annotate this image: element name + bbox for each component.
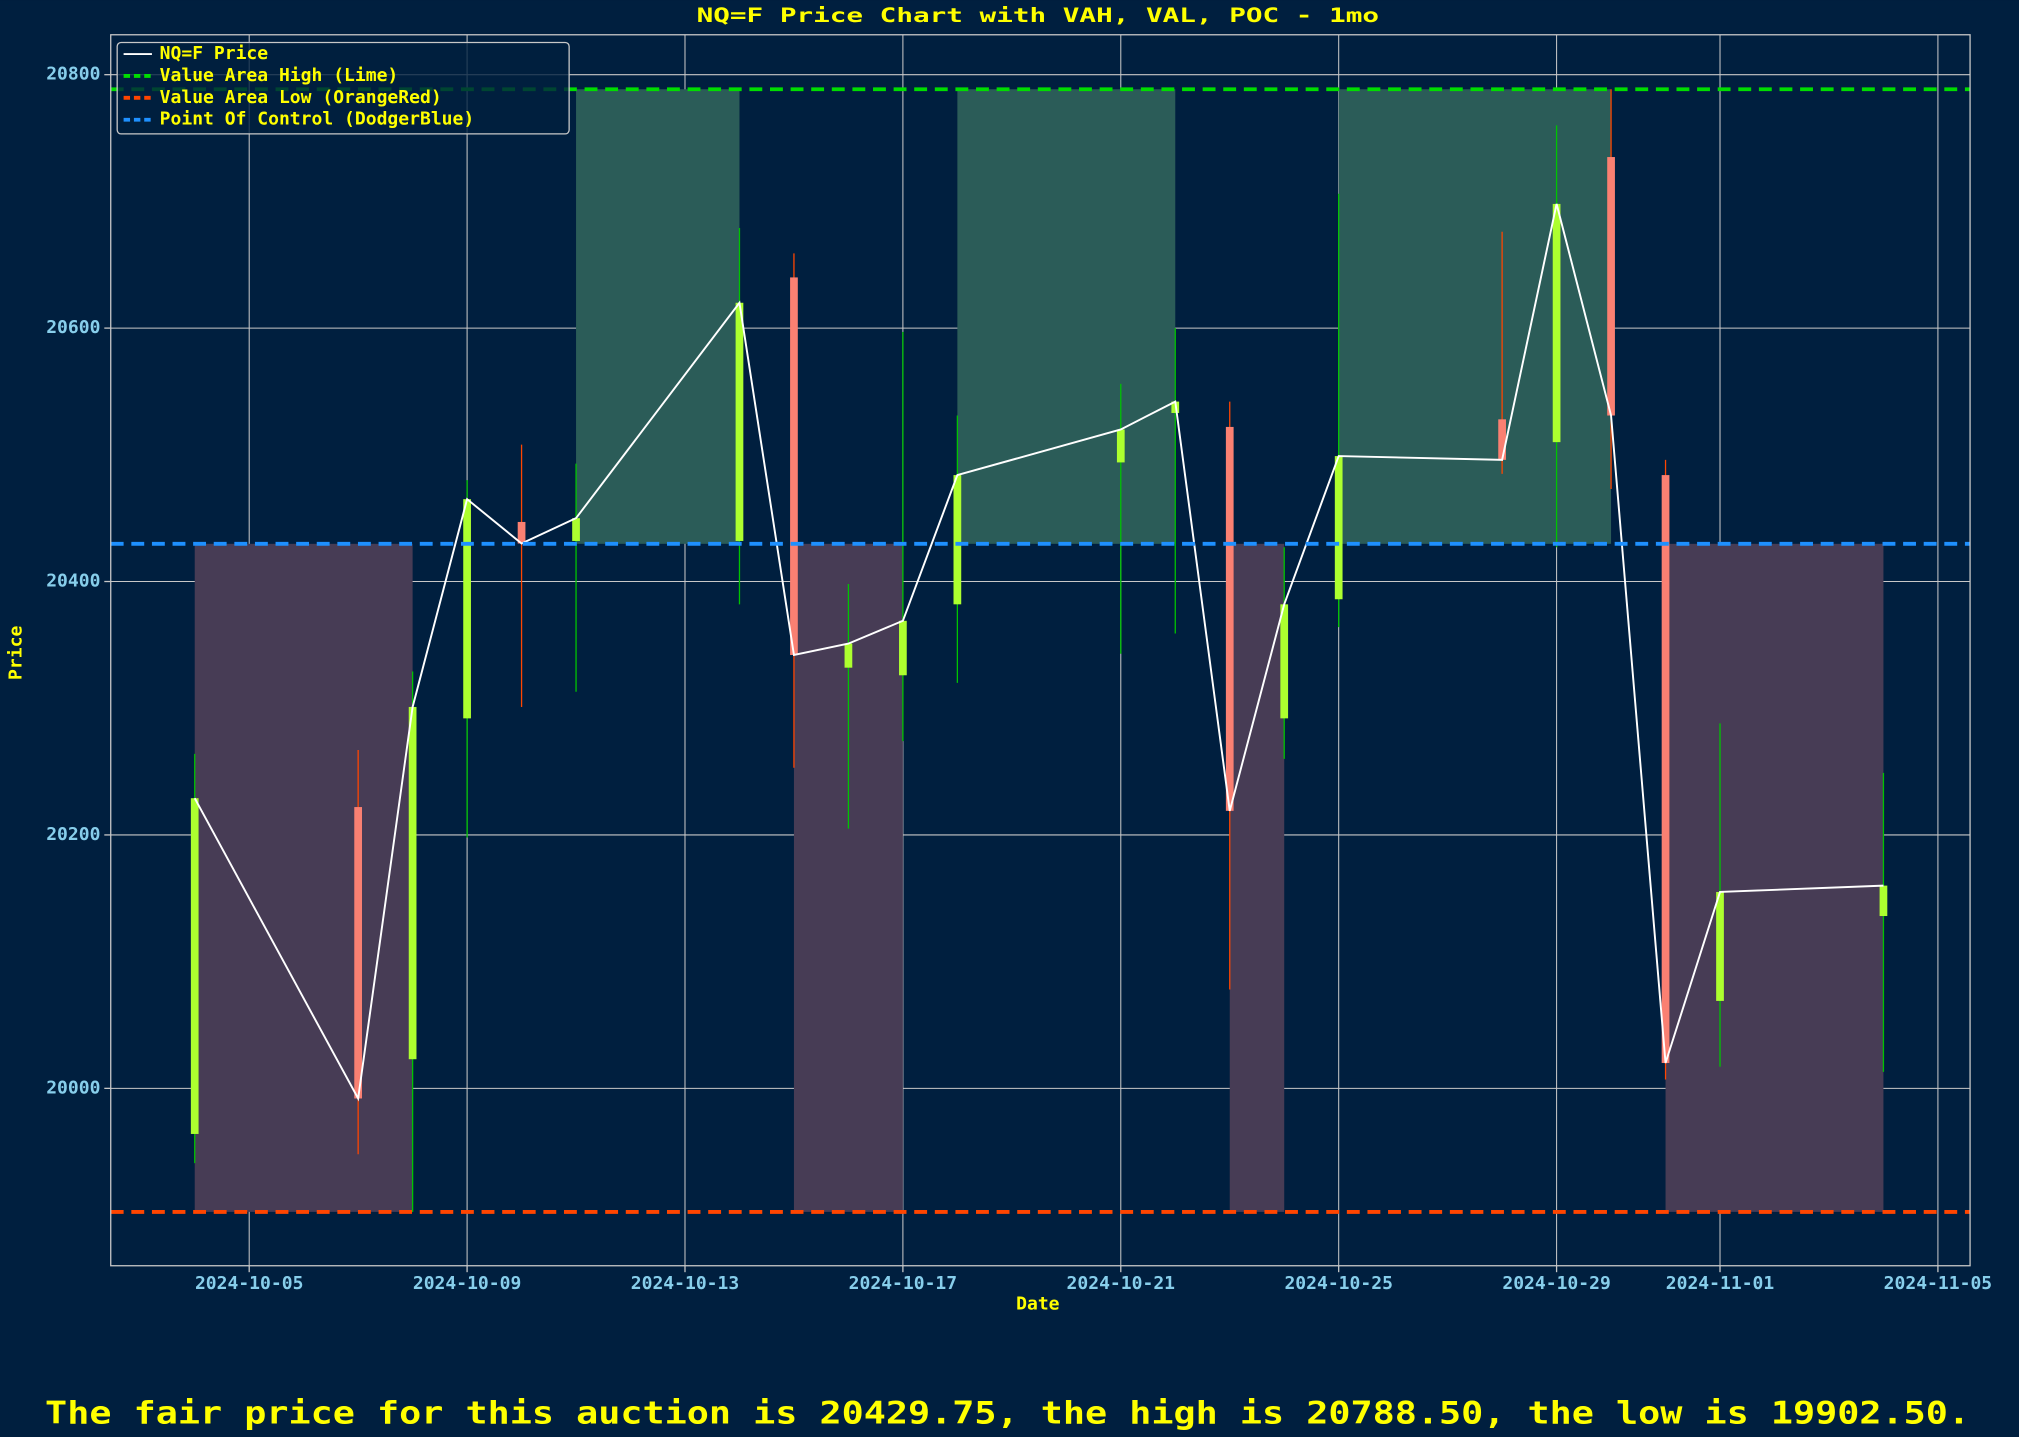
x-tick-label: 2024-10-25 <box>1284 1273 1392 1294</box>
candle-body <box>735 302 744 541</box>
price-line <box>193 203 1884 1102</box>
x-tick-label: 2024-10-09 <box>413 1273 521 1294</box>
legend-label: Point Of Control (DodgerBlue) <box>160 109 475 130</box>
value-area-lower-span <box>1229 543 1285 1212</box>
candle-body <box>463 499 471 719</box>
candle-body <box>190 798 199 1134</box>
candle-body <box>1552 203 1561 443</box>
candle-body <box>517 521 526 544</box>
candle-body <box>408 706 417 1060</box>
x-axis-label: Date <box>1016 1293 1060 1314</box>
chart-title: NQ=F Price Chart with VAH, VAL, POC - 1m… <box>697 4 1379 27</box>
candle-body <box>1225 426 1234 811</box>
value-area-upper-span <box>957 89 1176 544</box>
y-tick-label: 20800 <box>46 64 100 85</box>
x-tick-label: 2024-11-01 <box>1666 1273 1774 1294</box>
x-tick-label: 2024-10-29 <box>1502 1273 1610 1294</box>
candle-body <box>790 277 798 656</box>
plot-frame <box>110 34 1971 1267</box>
y-tick-label: 20600 <box>46 317 100 338</box>
candle-body <box>1879 885 1888 917</box>
y-tick-label: 20200 <box>46 824 100 845</box>
candle-body <box>1334 456 1343 600</box>
x-tick-label: 2024-10-13 <box>631 1273 739 1294</box>
footer-text: The fair price for this auction is 20429… <box>45 1396 1970 1432</box>
legend-label: Value Area Low (OrangeRed) <box>160 87 442 108</box>
x-tick-label: 2024-10-21 <box>1067 1273 1175 1294</box>
legend-box <box>116 41 570 135</box>
x-tick-label: 2024-11-05 <box>1884 1273 1992 1294</box>
candle-body <box>1716 891 1724 1001</box>
candle-body <box>1607 157 1615 416</box>
candle-body <box>1498 419 1506 460</box>
value-area-upper-span <box>1338 89 1612 544</box>
candle-body <box>899 620 907 676</box>
candle-body <box>953 475 962 605</box>
candle-body <box>844 643 853 668</box>
y-tick-label: 20400 <box>46 571 100 592</box>
candle-body <box>572 518 580 541</box>
legend-label: NQ=F Price <box>160 43 269 64</box>
y-axis-label: Price <box>6 626 27 680</box>
candle-body <box>1661 475 1670 1064</box>
legend-label: Value Area High (Lime) <box>160 65 399 86</box>
value-area-upper-span <box>576 89 740 544</box>
value-area-lower-span <box>1665 543 1884 1212</box>
candle-body <box>354 807 363 1099</box>
y-tick-label: 20000 <box>46 1077 100 1098</box>
x-tick-label: 2024-10-17 <box>849 1273 957 1294</box>
value-area-lower-span <box>194 543 413 1212</box>
candle-body <box>1116 429 1125 463</box>
candle-body <box>1280 604 1289 719</box>
x-tick-label: 2024-10-05 <box>195 1273 303 1294</box>
